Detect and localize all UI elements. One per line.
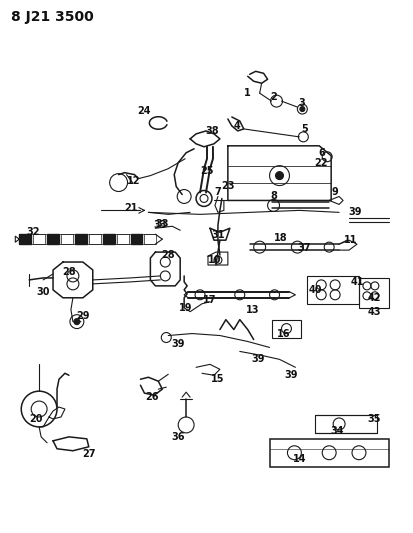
Text: 33: 33 [153, 220, 167, 230]
Bar [130, 234, 142, 244]
Text: 17: 17 [203, 295, 216, 305]
Text: 22: 22 [314, 158, 327, 168]
Text: 27: 27 [82, 449, 95, 459]
Text: 41: 41 [349, 277, 363, 287]
Text: 20: 20 [29, 414, 43, 424]
Text: 9: 9 [331, 188, 338, 198]
Text: 37: 37 [297, 243, 310, 253]
Text: 19: 19 [179, 303, 192, 313]
Bar [33, 234, 45, 244]
Text: 43: 43 [367, 306, 381, 317]
Text: 31: 31 [211, 230, 224, 240]
Text: 38: 38 [205, 126, 218, 136]
Text: 33: 33 [155, 219, 169, 229]
Bar [271, 320, 301, 337]
Text: 30: 30 [36, 287, 50, 297]
Bar [61, 234, 73, 244]
Bar [47, 234, 59, 244]
Text: 39: 39 [250, 354, 264, 365]
Text: 18: 18 [273, 233, 287, 243]
Text: 26: 26 [145, 392, 159, 402]
Text: 24: 24 [138, 106, 151, 116]
Text: 39: 39 [284, 370, 297, 380]
Bar [144, 234, 156, 244]
Text: 34: 34 [330, 426, 343, 436]
Text: 7: 7 [214, 188, 221, 198]
Text: 21: 21 [123, 204, 137, 213]
Text: 16: 16 [276, 328, 290, 338]
Circle shape [299, 107, 304, 111]
Text: 42: 42 [367, 293, 381, 303]
Text: 1: 1 [244, 88, 251, 98]
Text: 28: 28 [161, 250, 175, 260]
Text: 28: 28 [62, 267, 76, 277]
Text: 11: 11 [344, 235, 357, 245]
Text: 36: 36 [171, 432, 185, 442]
Text: 40: 40 [308, 285, 321, 295]
Bar [19, 234, 31, 244]
Bar [88, 234, 100, 244]
Text: 39: 39 [171, 340, 185, 350]
Text: 5: 5 [300, 124, 307, 134]
Text: 6: 6 [318, 148, 325, 158]
Text: 13: 13 [245, 305, 259, 314]
Text: 32: 32 [26, 227, 40, 237]
Text: 25: 25 [200, 166, 213, 176]
Bar [75, 234, 87, 244]
Bar [269, 439, 388, 467]
Bar [358, 278, 388, 308]
Text: 10: 10 [208, 255, 221, 265]
Text: 2: 2 [270, 92, 276, 102]
Circle shape [74, 319, 80, 325]
Text: 35: 35 [366, 414, 380, 424]
Text: 8 J21 3500: 8 J21 3500 [11, 10, 94, 24]
Bar [306, 276, 358, 304]
Text: 39: 39 [347, 207, 361, 217]
Text: 3: 3 [297, 98, 304, 108]
Text: 14: 14 [292, 454, 305, 464]
Bar [315, 415, 376, 433]
Circle shape [275, 172, 283, 180]
Text: 15: 15 [211, 374, 224, 384]
Bar [116, 234, 128, 244]
Text: 29: 29 [76, 311, 89, 321]
Text: 12: 12 [126, 175, 140, 185]
Bar [102, 234, 114, 244]
Text: 23: 23 [221, 181, 234, 190]
Text: 4: 4 [233, 121, 240, 131]
Text: 8: 8 [269, 191, 276, 201]
